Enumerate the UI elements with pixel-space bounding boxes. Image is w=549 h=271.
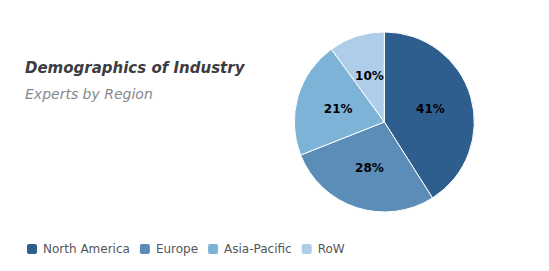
svg-text:Experts by Region: Experts by Region (25, 86, 153, 102)
svg-text:North America: North America (43, 242, 130, 256)
svg-text:Europe: Europe (156, 242, 198, 256)
svg-text:21%: 21% (324, 102, 353, 116)
svg-text:41%: 41% (416, 102, 445, 116)
svg-text:Demographics of Industry: Demographics of Industry (25, 59, 246, 77)
svg-text:Asia-Pacific: Asia-Pacific (224, 242, 292, 256)
svg-text:28%: 28% (355, 161, 384, 175)
svg-text:10%: 10% (355, 69, 384, 83)
svg-text:RoW: RoW (318, 242, 345, 256)
